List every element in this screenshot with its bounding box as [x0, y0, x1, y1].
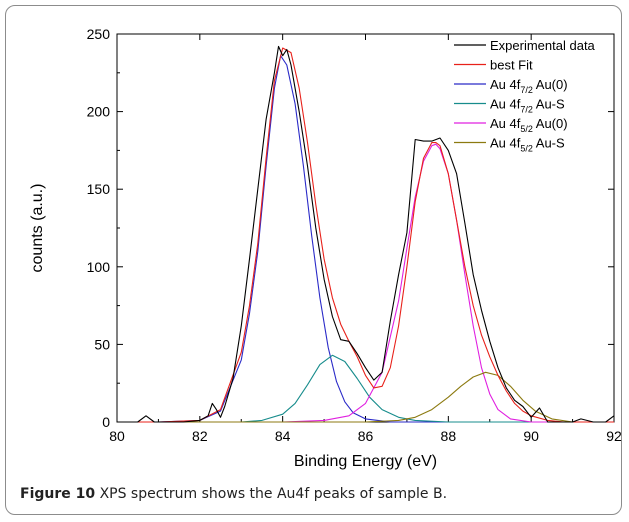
figure-caption-end: .	[442, 486, 448, 502]
figure-caption: Figure 10 XPS spectrum shows the Au4f pe…	[20, 486, 447, 502]
legend-label: Experimental data	[490, 38, 596, 53]
series-line	[117, 45, 615, 423]
x-tick-label: 84	[275, 428, 291, 444]
series-line	[117, 371, 614, 423]
x-tick-label: 92	[606, 428, 622, 444]
y-tick-label: 200	[87, 104, 111, 120]
x-tick-label: 80	[109, 428, 125, 444]
series-line	[117, 47, 614, 423]
figure-frame	[5, 5, 622, 515]
y-tick-label: 0	[102, 414, 110, 430]
x-tick-label: 82	[192, 428, 208, 444]
legend-label: Au 4f5/2 Au-S	[490, 136, 565, 154]
legend-label: best Fit	[490, 58, 533, 73]
y-axis-title: counts (a.u.)	[29, 184, 46, 273]
x-tick-label: 90	[523, 428, 539, 444]
series-line	[117, 55, 614, 423]
x-tick-label: 86	[358, 428, 374, 444]
series-line	[117, 143, 614, 423]
x-axis-title: Binding Energy (eV)	[294, 453, 437, 470]
figure-caption-label: Figure 10	[20, 486, 96, 502]
series-line	[117, 354, 614, 423]
x-tick-label: 88	[441, 428, 457, 444]
figure-caption-text: XPS spectrum shows the Au4f peaks of sam…	[99, 486, 443, 502]
legend-label: Au 4f5/2 Au(0)	[490, 116, 568, 134]
y-tick-label: 250	[87, 26, 111, 42]
y-tick-label: 100	[87, 259, 111, 275]
legend-label: Au 4f7/2 Au-S	[490, 97, 565, 115]
legend-label: Au 4f7/2 Au(0)	[490, 77, 568, 95]
y-tick-label: 150	[87, 181, 111, 197]
plot-area	[116, 33, 615, 423]
y-tick-label: 50	[94, 336, 110, 352]
